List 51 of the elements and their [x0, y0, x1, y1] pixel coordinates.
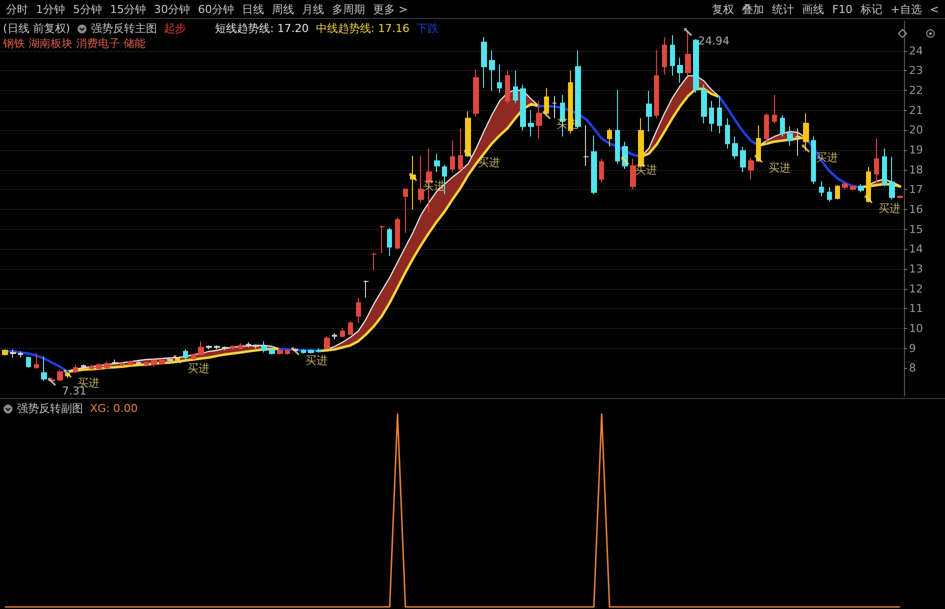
chart-title: (日线 前复权) [3, 21, 70, 36]
y-tick-label: 16 [909, 202, 923, 216]
y-tick-label: 23 [909, 64, 923, 78]
data-label: 买进 [305, 354, 328, 367]
y-tick-label: 13 [909, 262, 923, 276]
text: 月线 [302, 2, 324, 16]
text: 更多 > [373, 2, 408, 16]
y-tick-label: 21 [909, 104, 923, 117]
y-tick-label: 11 [909, 302, 923, 316]
y-tick-label: 9 [909, 342, 916, 355]
text: 多周期 [332, 2, 365, 16]
text: +自选 [890, 2, 922, 16]
y-tick-label: 24 [909, 44, 923, 58]
text: 中线趋势线: 17.16 [316, 22, 410, 35]
y-tick-label: 19 [909, 143, 923, 156]
text: 下跌 [416, 21, 438, 36]
y-tick-label: 20 [909, 124, 923, 137]
y-tick-label: 17 [909, 183, 923, 196]
text: 短线趋势线: 17.20 [215, 22, 309, 35]
y-tick-label: 22 [909, 84, 923, 97]
data-label: 24.94 [698, 34, 730, 48]
text: 画线 [802, 2, 824, 16]
y-tick-label: 12 [909, 282, 923, 296]
annotation: 钢铁 湖南板块 消费电子 储能 [3, 36, 146, 51]
text: 60分钟 [198, 2, 234, 16]
chart-subtitle: 强势反转主图 [91, 21, 158, 36]
text: 1分钟 [36, 2, 65, 16]
data-label: 买进 [768, 161, 791, 174]
text: 5分钟 [73, 2, 102, 16]
data-label: 买进 [878, 202, 901, 215]
text: XG: 0.00 [90, 402, 138, 415]
data-label: 买进 [188, 362, 210, 375]
y-tick-label: 15 [909, 222, 923, 236]
text: F10 [832, 2, 853, 16]
text: 15分钟 [110, 2, 146, 16]
y-tick-label: 14 [909, 242, 923, 256]
text: 叠加 [742, 2, 764, 16]
chart-title: 强势反转副图 [17, 401, 83, 416]
text: 日线 [242, 2, 264, 16]
text: 30分钟 [154, 2, 190, 16]
text: 统计 [772, 2, 794, 16]
text: 复权 [712, 2, 734, 16]
y-tick-label: 8 [909, 362, 916, 375]
text: 分时 [6, 2, 28, 16]
text: 周线 [272, 2, 294, 16]
y-tick-label: 10 [909, 322, 923, 336]
annotation: 起步 [164, 21, 186, 36]
text: < [930, 2, 939, 16]
data-label: 买进 [478, 156, 500, 170]
text: 标记 [860, 2, 883, 16]
y-tick-label: 18 [909, 163, 923, 176]
